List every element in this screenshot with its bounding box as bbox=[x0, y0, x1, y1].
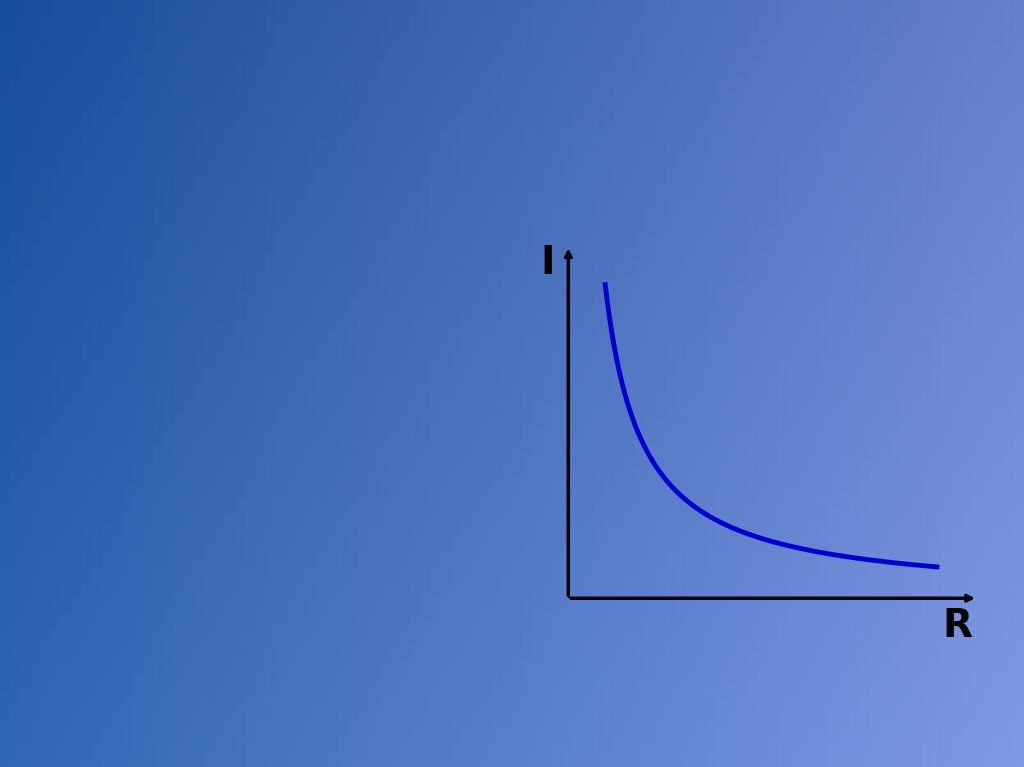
Circle shape bbox=[346, 437, 433, 502]
Text: U = const: U = const bbox=[213, 607, 424, 646]
FancyBboxPatch shape bbox=[557, 588, 890, 665]
FancyBboxPatch shape bbox=[152, 258, 501, 582]
Text: I: I bbox=[541, 244, 555, 282]
FancyBboxPatch shape bbox=[541, 258, 898, 582]
Bar bbox=[223, 458, 318, 482]
Text: R: R bbox=[942, 607, 973, 646]
FancyBboxPatch shape bbox=[160, 588, 477, 665]
Circle shape bbox=[243, 512, 331, 576]
Text: ЗАВИСИМОСТЬ СИЛЫ ТОКА: ЗАВИСИМОСТЬ СИЛЫ ТОКА bbox=[104, 125, 945, 177]
Text: V: V bbox=[276, 530, 297, 558]
Text: A: A bbox=[379, 456, 400, 484]
Text: ОТ СОПРОТИВЛЕНИЯ: ОТ СОПРОТИВЛЕНИЯ bbox=[205, 190, 845, 242]
Text: I ~ 1/R: I ~ 1/R bbox=[650, 607, 796, 646]
